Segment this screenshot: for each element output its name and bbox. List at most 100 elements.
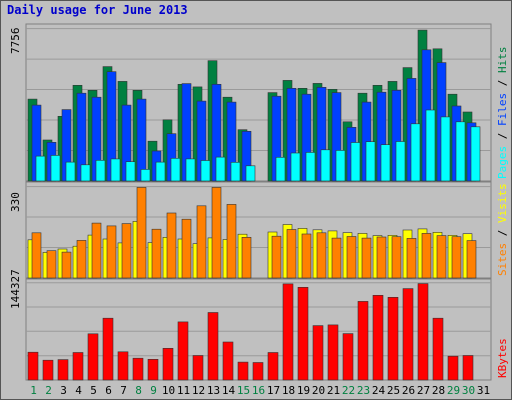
bar-kbytes-day-16 — [252, 362, 264, 381]
chart-title: Daily usage for June 2013 — [7, 3, 188, 17]
bar-sites-day-9 — [151, 228, 162, 279]
bar-pages-day-29 — [455, 121, 466, 182]
x-tick-label-day-11: 11 — [177, 384, 190, 397]
bar-pages-day-17 — [275, 157, 286, 182]
bar-sites-day-25 — [391, 236, 402, 279]
bar-pages-day-19 — [305, 152, 316, 182]
bar-sites-day-27 — [421, 233, 432, 279]
bar-sites-day-10 — [166, 212, 177, 279]
bar-sites-day-12 — [196, 205, 207, 279]
bar-kbytes-day-17 — [267, 352, 279, 381]
panel-2-legend-part-3: Visits — [496, 183, 509, 223]
x-tick-label-day-30: 30 — [462, 384, 475, 397]
bar-kbytes-day-2 — [42, 359, 54, 381]
bar-kbytes-day-11 — [177, 321, 189, 381]
bar-pages-day-24 — [380, 144, 391, 182]
bar-sites-day-17 — [271, 235, 282, 279]
panel-2-legend-part-1: Sites — [496, 243, 509, 276]
bar-pages-day-6 — [110, 158, 121, 182]
panel-2-legend: Sites / Visits — [496, 183, 509, 276]
bar-kbytes-day-12 — [192, 355, 204, 381]
x-tick-label-day-22: 22 — [342, 384, 355, 397]
panel-1-max-label: 7756 — [9, 28, 22, 55]
x-tick-label-day-3: 3 — [60, 384, 67, 397]
bar-pages-day-22 — [350, 142, 361, 182]
bar-kbytes-day-8 — [132, 357, 144, 381]
bar-kbytes-day-22 — [342, 333, 354, 381]
panel-2-legend-part-2: / — [496, 223, 509, 243]
bar-pages-day-10 — [170, 158, 181, 182]
x-tick-label-day-9: 9 — [150, 384, 157, 397]
bar-sites-day-20 — [316, 232, 327, 279]
bar-pages-day-5 — [95, 160, 106, 182]
bar-pages-day-25 — [395, 141, 406, 182]
panel-1-legend-part-1: Pages — [496, 146, 509, 179]
x-tick-label-day-21: 21 — [327, 384, 340, 397]
bar-kbytes-day-28 — [432, 317, 444, 381]
bar-sites-day-19 — [301, 233, 312, 279]
x-tick-label-day-19: 19 — [297, 384, 310, 397]
bar-sites-day-1 — [31, 232, 42, 279]
x-tick-label-day-7: 7 — [120, 384, 127, 397]
bar-kbytes-day-9 — [147, 358, 159, 381]
bar-kbytes-day-4 — [72, 352, 84, 381]
x-tick-label-day-23: 23 — [357, 384, 370, 397]
bar-kbytes-day-20 — [312, 325, 324, 381]
bar-pages-day-3 — [65, 161, 76, 182]
bar-pages-day-18 — [290, 152, 301, 182]
bar-pages-day-30 — [470, 126, 481, 182]
bar-kbytes-day-19 — [297, 286, 309, 381]
x-tick-label-day-17: 17 — [267, 384, 280, 397]
bar-sites-day-3 — [61, 251, 72, 279]
bar-kbytes-day-21 — [327, 324, 339, 381]
panel-1-legend-part-4: / — [496, 73, 509, 93]
bar-pages-day-14 — [230, 162, 241, 182]
bar-kbytes-day-10 — [162, 347, 174, 381]
bar-sites-day-7 — [121, 223, 132, 279]
bar-pages-day-15 — [245, 165, 256, 182]
bar-sites-day-14 — [226, 204, 237, 279]
panel-1-legend: Pages / Files / Hits — [496, 47, 509, 180]
x-tick-label-day-28: 28 — [432, 384, 445, 397]
x-tick-label-day-25: 25 — [387, 384, 400, 397]
bar-kbytes-day-6 — [102, 317, 114, 381]
x-tick-label-day-14: 14 — [222, 384, 236, 397]
bar-pages-day-23 — [365, 141, 376, 182]
x-tick-label-day-31: 31 — [477, 384, 490, 397]
bar-sites-day-6 — [106, 225, 117, 279]
panel-1-legend-part-2: / — [496, 126, 509, 146]
bar-sites-day-28 — [436, 235, 447, 279]
panel-1-legend-part-3: Files — [496, 93, 509, 126]
bar-pages-day-28 — [440, 116, 451, 182]
x-tick-label-day-12: 12 — [192, 384, 205, 397]
bar-sites-day-4 — [76, 240, 87, 279]
bar-files-day-8 — [136, 98, 147, 182]
x-tick-label-day-27: 27 — [417, 384, 430, 397]
bar-pages-day-8 — [140, 169, 151, 182]
bar-pages-day-11 — [185, 158, 196, 182]
bar-kbytes-day-13 — [207, 312, 219, 381]
bar-pages-day-1 — [35, 155, 46, 182]
bar-sites-day-11 — [181, 218, 192, 279]
bar-kbytes-day-25 — [387, 296, 399, 381]
bar-kbytes-day-26 — [402, 288, 414, 381]
bar-kbytes-day-5 — [87, 333, 99, 381]
bar-sites-day-22 — [346, 236, 357, 279]
bar-kbytes-day-23 — [357, 301, 369, 381]
x-tick-label-day-20: 20 — [312, 384, 325, 397]
bar-sites-day-26 — [406, 238, 417, 279]
x-tick-label-day-18: 18 — [282, 384, 295, 397]
bar-sites-day-5 — [91, 222, 102, 279]
x-tick-label-day-1: 1 — [30, 384, 37, 397]
bar-pages-day-27 — [425, 109, 436, 182]
bar-kbytes-day-29 — [447, 355, 459, 381]
bar-pages-day-13 — [215, 156, 226, 182]
bar-sites-day-2 — [46, 250, 57, 279]
bar-kbytes-day-14 — [222, 341, 234, 381]
x-tick-label-day-10: 10 — [162, 384, 175, 397]
bar-kbytes-day-15 — [237, 361, 249, 381]
bar-kbytes-day-3 — [57, 359, 69, 381]
x-tick-label-day-4: 4 — [75, 384, 82, 397]
bar-sites-day-8 — [136, 187, 147, 279]
panel-3-legend: KBytes — [496, 338, 509, 378]
